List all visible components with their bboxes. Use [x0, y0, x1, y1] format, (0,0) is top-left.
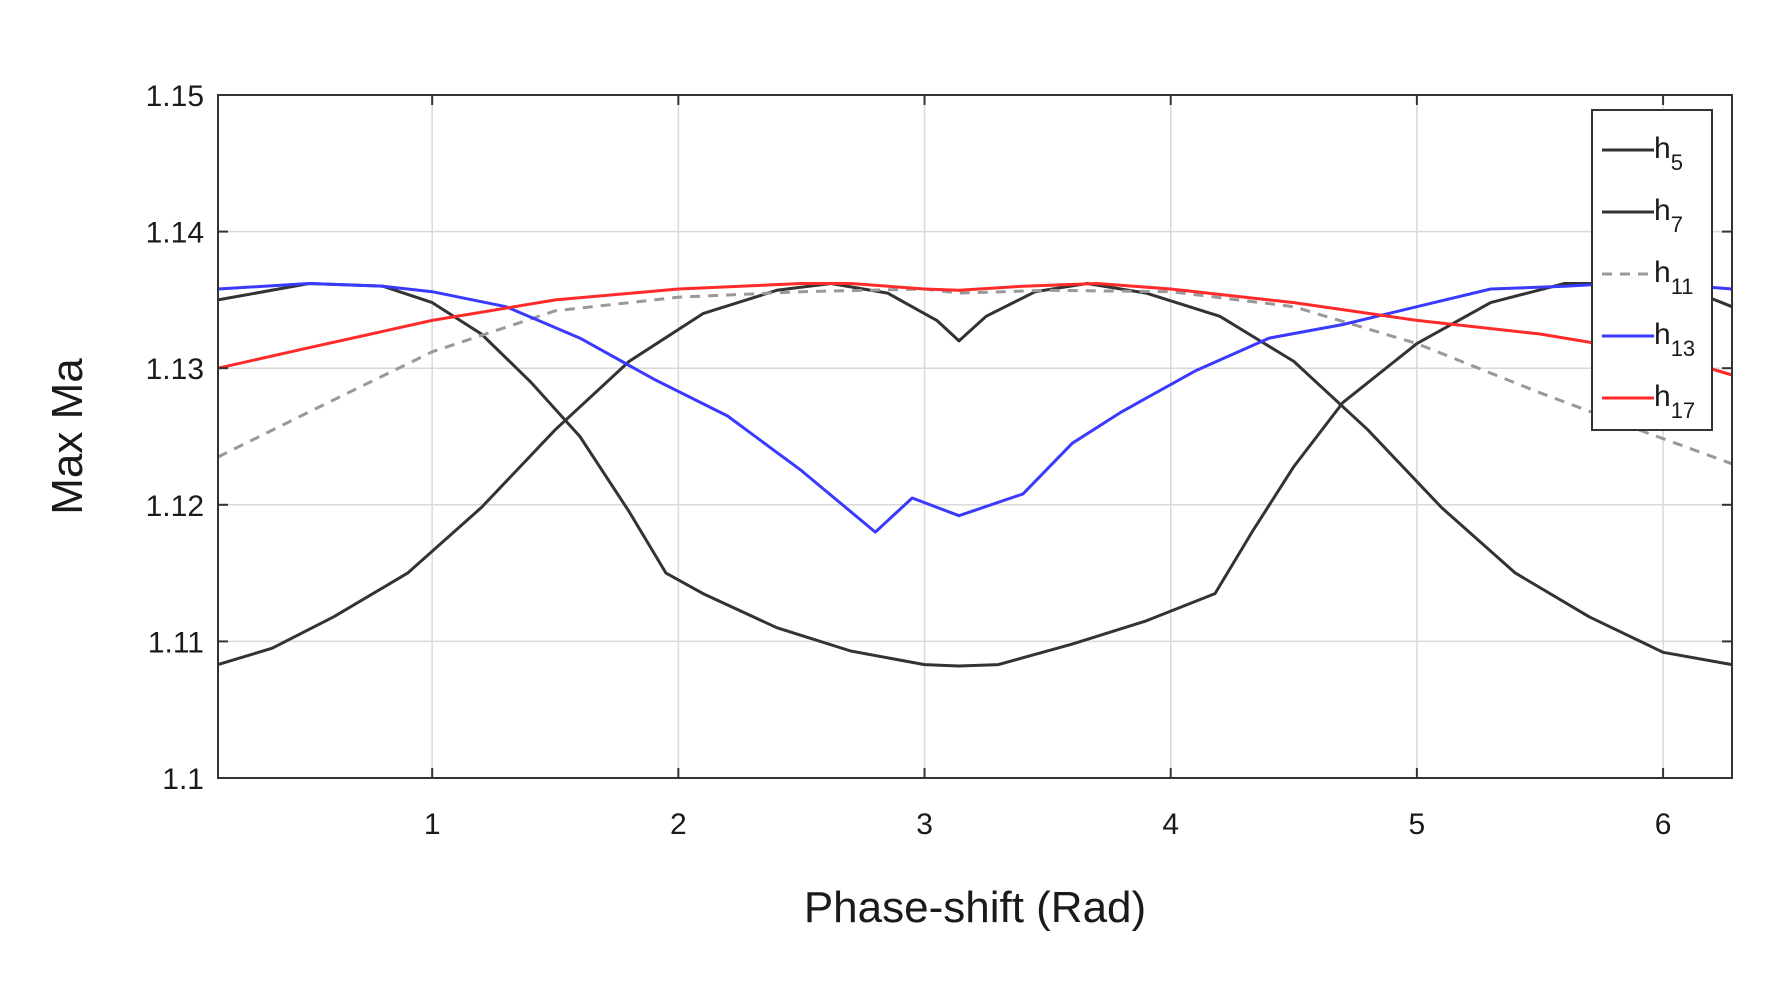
y-tick-label: 1.12: [146, 490, 204, 523]
y-tick-label: 1.15: [146, 80, 204, 113]
legend-label-h17: h17: [1654, 380, 1695, 423]
x-tick-label: 3: [916, 808, 933, 841]
legend-label-h7: h7: [1654, 194, 1683, 237]
series-group: [217, 282, 1733, 668]
x-axis-label: Phase-shift (Rad): [804, 883, 1146, 932]
legend-box: [1591, 109, 1713, 431]
series-line-h7: [217, 282, 1733, 667]
legend-label-h11: h11: [1654, 256, 1694, 299]
x-tick-label: 5: [1409, 808, 1426, 841]
series-line-h13: [217, 282, 1733, 534]
y-axis-label: Max Ma: [43, 358, 92, 515]
y-tick-label: 1.11: [148, 626, 204, 659]
x-tick-label: 2: [670, 808, 687, 841]
x-tick-label: 1: [424, 808, 441, 841]
legend-label-h5: h5: [1654, 132, 1683, 175]
y-tick-label: 1.14: [146, 217, 204, 250]
legend-label-h13: h13: [1654, 318, 1695, 361]
series-line-h17: [217, 282, 1733, 377]
x-tick-label: 4: [1162, 808, 1179, 841]
tick-labels: 1 2 3 4 5 6 1.1 1.11 1.12 1.13 1.14 1.15: [146, 80, 1732, 841]
legend: h5 h7 h11 h13 h17: [1591, 109, 1713, 431]
x-tick-label: 6: [1655, 808, 1672, 841]
y-tick-label: 1.1: [162, 763, 204, 796]
series-line-h5: [217, 282, 1733, 668]
plot-frame: [217, 94, 1733, 779]
y-tick-label: 1.13: [146, 353, 204, 386]
